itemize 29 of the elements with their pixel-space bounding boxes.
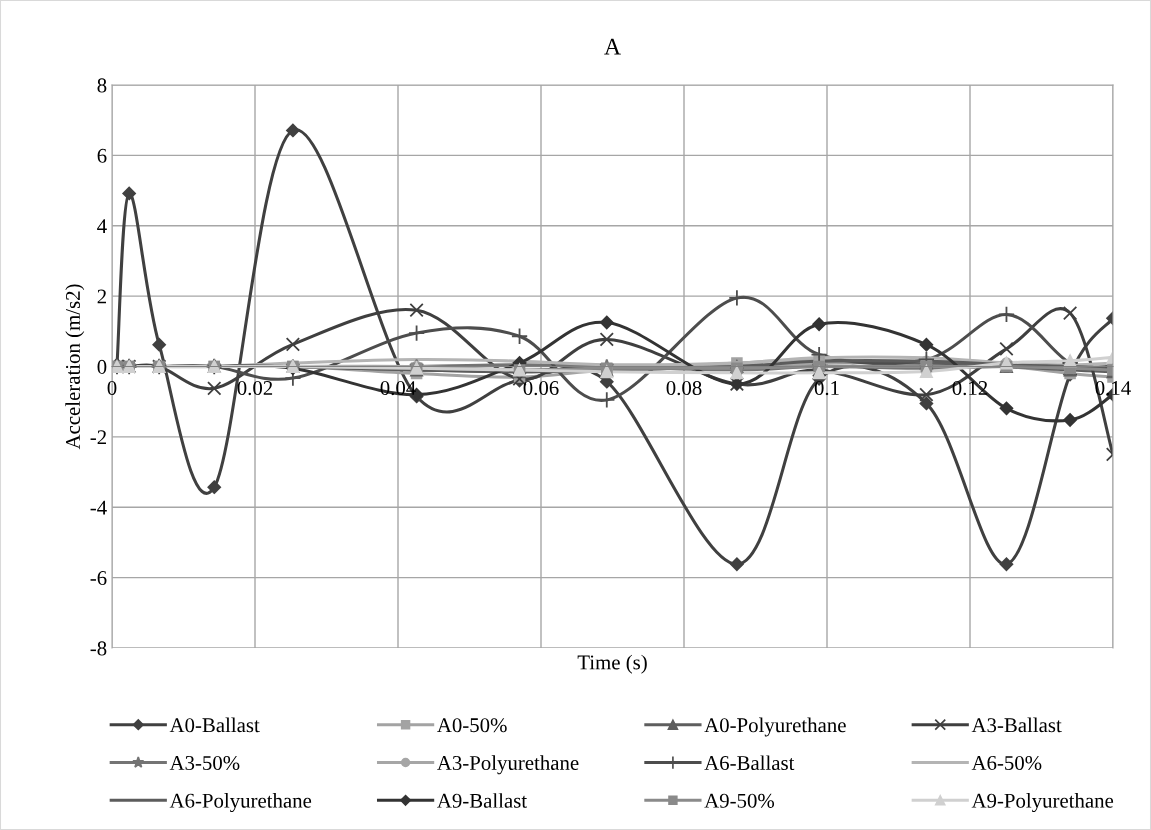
legend-label: A0-50%	[437, 718, 507, 733]
y-axis-title: Acceleration (m/s2)	[65, 284, 85, 450]
y-tick-label: -8	[90, 641, 107, 656]
legend-label: A6-Ballast	[704, 755, 795, 771]
legend-label: A6-50%	[971, 755, 1042, 771]
legend-label: A0-Ballast	[169, 717, 260, 733]
legend-label: A0-Polyurethane	[704, 717, 846, 737]
y-tick-label: 8	[97, 78, 107, 93]
y-tick-label: -2	[90, 430, 106, 445]
y-tick-label: 6	[97, 148, 107, 163]
x-tick-label: 0.02	[237, 380, 273, 396]
legend-label: A6-Polyurethane	[169, 793, 312, 813]
x-tick-label: 0.06	[523, 380, 559, 396]
x-tick-label: 0	[107, 380, 117, 396]
legend-label: A9-50%	[704, 793, 775, 808]
chart-title: A	[604, 38, 621, 55]
legend-label: A3-Ballast	[971, 717, 1062, 733]
y-tick-label: 2	[97, 289, 106, 304]
x-tick-label: 0.08	[666, 380, 702, 396]
y-tick-label: -6	[90, 571, 107, 586]
legend-label: A3-50%	[169, 755, 240, 771]
legend-label: A9-Ballast	[437, 793, 527, 808]
legend-label: A9-Polyurethane	[971, 793, 1114, 813]
x-axis-title: Time (s)	[577, 654, 647, 674]
y-tick-label: -4	[90, 500, 107, 515]
y-tick-label: 4	[97, 219, 107, 233]
legend-label: A3-Polyurethane	[437, 755, 579, 775]
x-tick-label: 0.1	[814, 380, 839, 396]
y-tick-label: 0	[97, 359, 107, 374]
